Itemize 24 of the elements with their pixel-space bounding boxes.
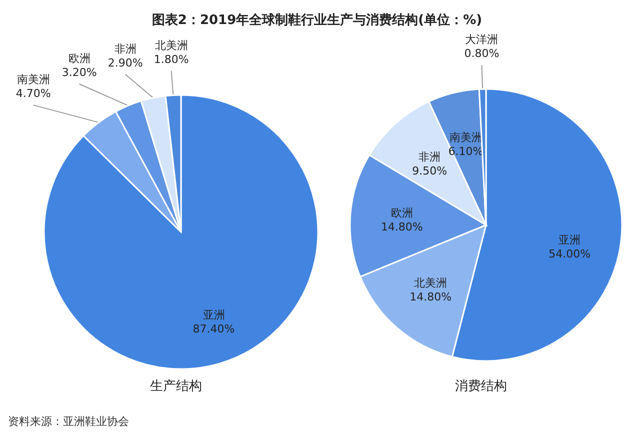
text: 资料来源：亚洲鞋业协会 bbox=[8, 415, 129, 428]
data-label: 87.40% bbox=[192, 322, 235, 336]
slice-label: 欧洲 bbox=[68, 52, 90, 65]
slice-label: 亚洲 bbox=[558, 234, 581, 247]
slice-label: 非洲 bbox=[114, 42, 136, 56]
data-label: 0.80% bbox=[464, 47, 500, 60]
slice-label: 欧洲 bbox=[390, 206, 413, 220]
slice-label: 北美洲 bbox=[414, 276, 448, 290]
slice-label: 亚洲 bbox=[202, 308, 225, 322]
text: 消费结构 bbox=[455, 379, 507, 394]
data-label: 14.80% bbox=[380, 220, 423, 234]
slice-label: 北美洲 bbox=[154, 39, 188, 52]
data-label: 9.50% bbox=[412, 164, 448, 178]
chart-title: 图表2：2019年全球制鞋行业生产与消费结构(单位：%) bbox=[152, 12, 482, 28]
slice-label: 大洋洲 bbox=[465, 33, 498, 46]
data-label: 3.20% bbox=[62, 66, 97, 79]
data-label: 54.00% bbox=[548, 248, 591, 261]
data-label: 2.90% bbox=[108, 56, 143, 70]
data-label: 14.80% bbox=[410, 290, 452, 304]
data-label: 4.70% bbox=[16, 87, 51, 100]
text: 生产结构 bbox=[150, 379, 202, 394]
slice-label: 南美洲 bbox=[16, 73, 50, 86]
data-label: 1.80% bbox=[154, 53, 189, 66]
slice-label: 非洲 bbox=[418, 150, 441, 164]
